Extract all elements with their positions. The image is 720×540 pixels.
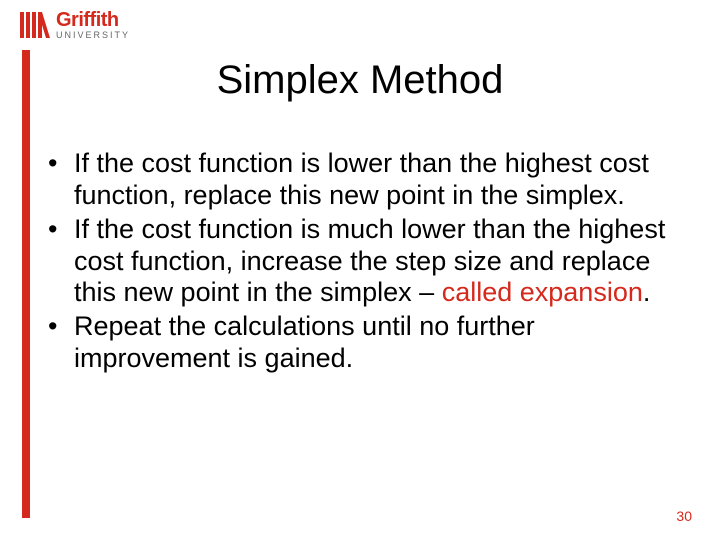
logo-subtitle: UNIVERSITY [56, 31, 130, 40]
bullet-item: If the cost function is lower than the h… [42, 148, 680, 212]
accent-bar [22, 50, 30, 518]
bullet-text: Repeat the calculations until no further… [74, 311, 535, 373]
highlight-text: called expansion [442, 277, 643, 307]
bullet-text-suffix: . [643, 277, 651, 307]
bullet-item: Repeat the calculations until no further… [42, 311, 680, 375]
bullet-item: If the cost function is much lower than … [42, 214, 680, 310]
bullet-list: If the cost function is lower than the h… [42, 148, 680, 375]
page-number: 30 [676, 508, 692, 524]
logo-icon [18, 8, 52, 42]
logo-name: Griffith [56, 10, 130, 30]
slide-content: If the cost function is lower than the h… [42, 148, 680, 377]
logo-text: Griffith UNIVERSITY [56, 10, 130, 40]
university-logo: Griffith UNIVERSITY [18, 8, 130, 42]
bullet-text: If the cost function is lower than the h… [74, 148, 649, 210]
slide-title: Simplex Method [0, 58, 720, 103]
